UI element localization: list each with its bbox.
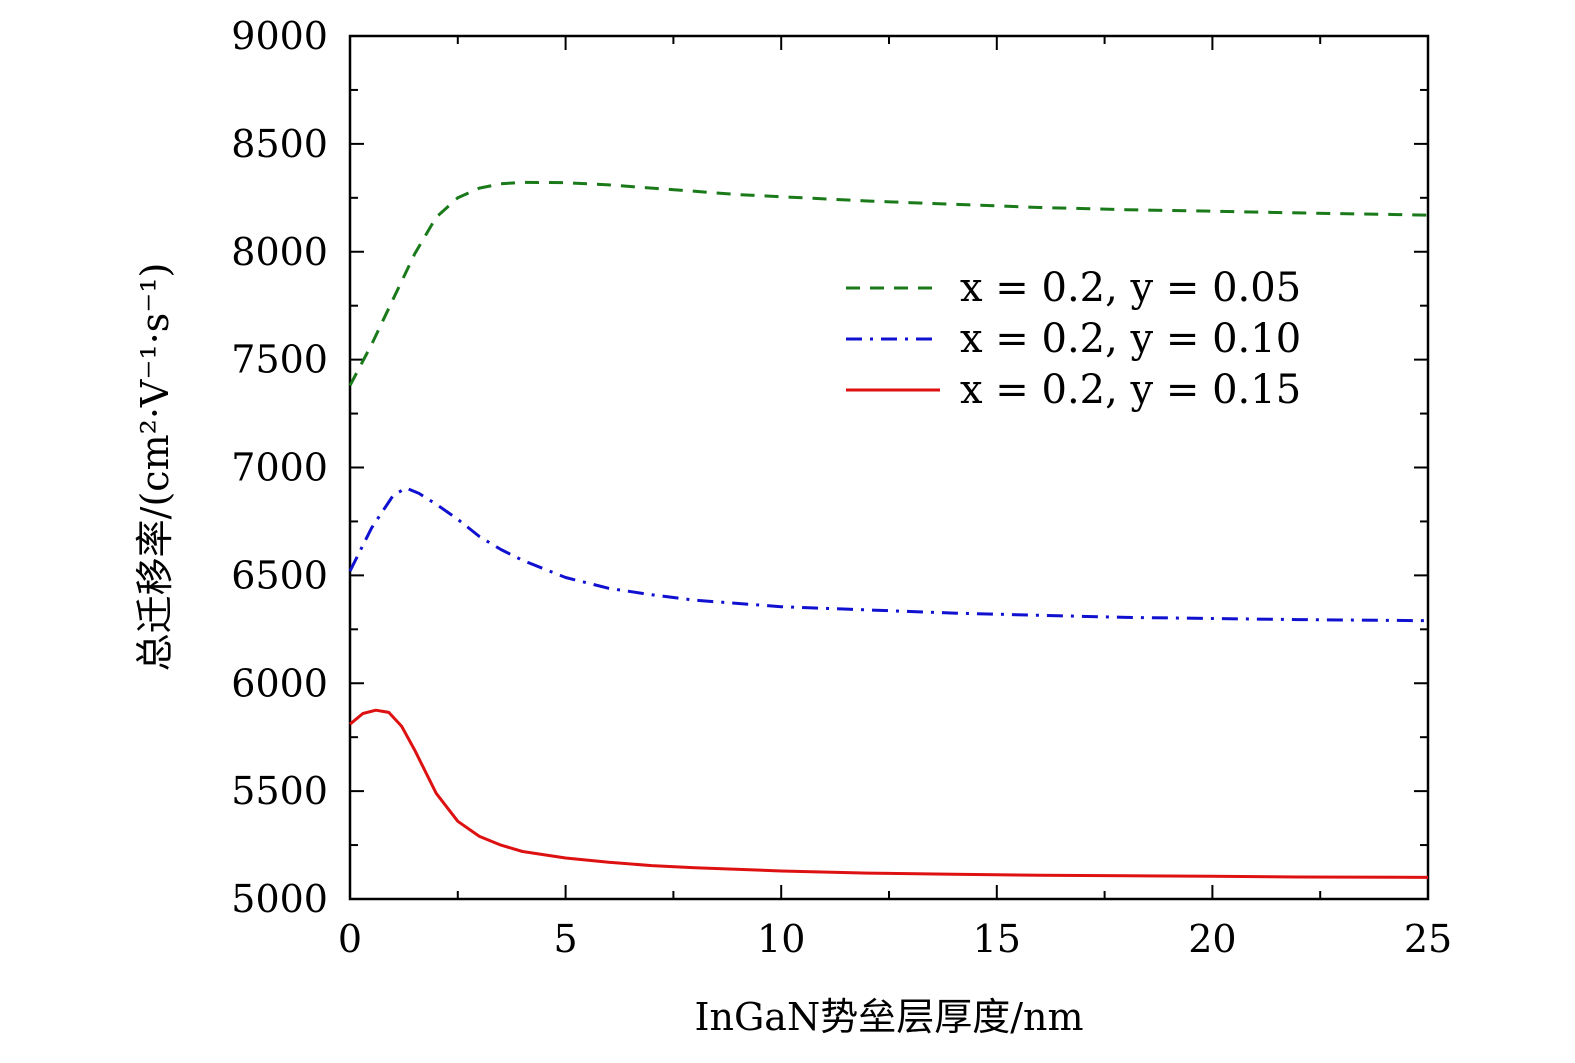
series-line-1 [348, 486, 1429, 623]
y-tick-label: 9000 [231, 14, 328, 58]
x-tick-label: 0 [338, 917, 362, 961]
y-tick-label: 6500 [231, 553, 328, 597]
x-tick-label: 10 [757, 917, 805, 961]
series-layer [348, 180, 1429, 879]
y-tick-label: 5000 [231, 877, 328, 921]
ticks [349, 35, 1429, 900]
x-tick-labels: 0 5 10 15 20 25 [338, 917, 1452, 961]
y-tick-labels: 5000 5500 6000 6500 7000 7500 8000 8500 9000 [231, 14, 328, 921]
legend-label-1: x = 0.2, y = 0.10 [960, 316, 1301, 362]
x-tick-label: 15 [973, 917, 1021, 961]
x-tick-label: 25 [1404, 917, 1452, 961]
y-tick-label: 5500 [231, 769, 328, 813]
x-tick-label: 5 [554, 917, 578, 961]
y-tick-label: 8500 [231, 122, 328, 166]
legend-label-2: x = 0.2, y = 0.15 [960, 367, 1301, 413]
legend: x = 0.2, y = 0.05 x = 0.2, y = 0.10 x = 0.… [846, 265, 1301, 413]
x-tick-label: 20 [1188, 917, 1236, 961]
y-tick-label: 7000 [231, 446, 328, 490]
y-axis-title: 总迁移率/(cm²·V⁻¹·s⁻¹) [133, 263, 177, 672]
legend-label-0: x = 0.2, y = 0.05 [960, 265, 1301, 311]
series-line-0 [348, 180, 1429, 387]
y-tick-label: 6000 [231, 661, 328, 705]
y-tick-label: 8000 [231, 230, 328, 274]
y-tick-label: 7500 [231, 338, 328, 382]
series-line-2 [349, 708, 1429, 879]
x-axis-title: InGaN势垒层厚度/nm [694, 995, 1083, 1039]
plot-frame [348, 34, 1430, 901]
